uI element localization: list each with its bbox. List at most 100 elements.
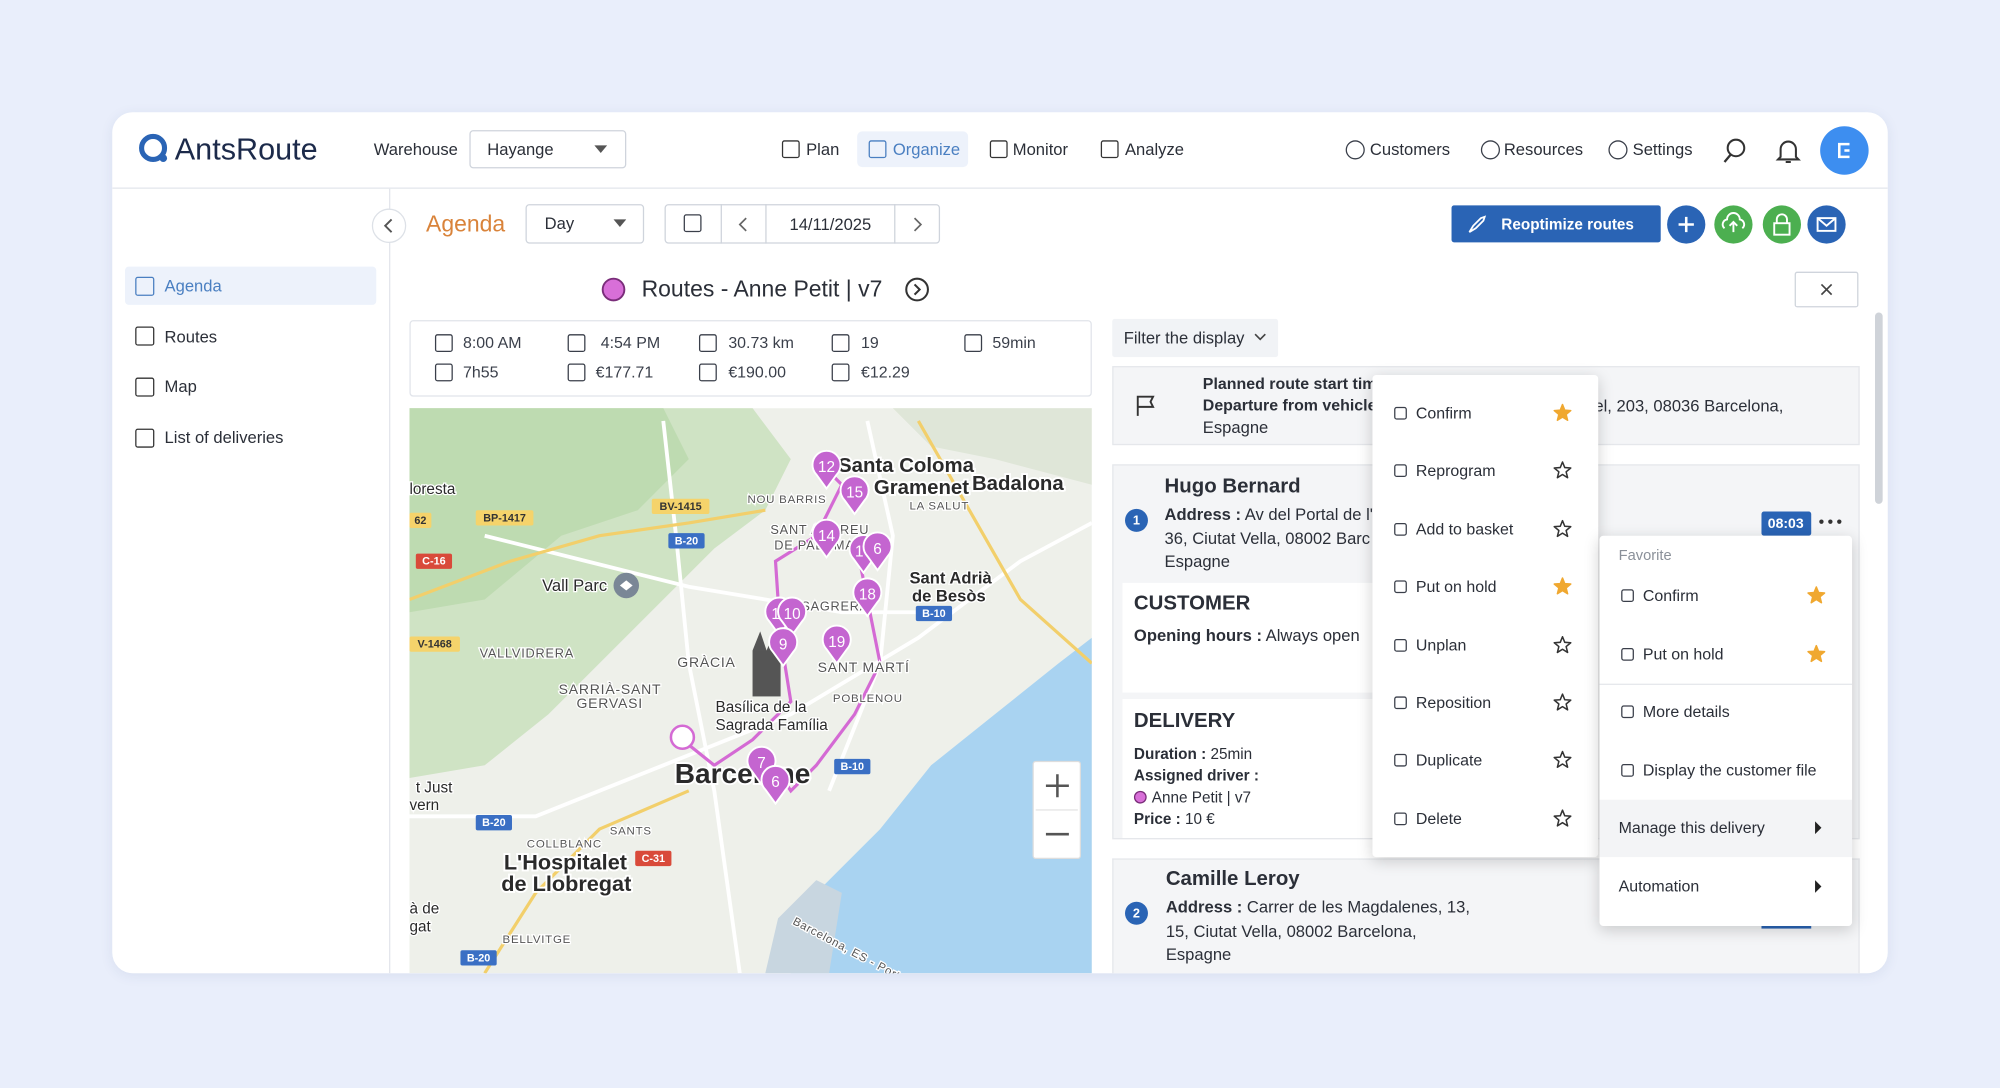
road-label: BV-1415 — [660, 501, 702, 513]
stat-value: 4:54 PM — [601, 334, 660, 352]
star — [1554, 405, 1571, 421]
road-label: C-16 — [422, 556, 445, 568]
menu-item[interactable]: Manage this delivery — [1619, 819, 1765, 837]
stat-value: 7h55 — [463, 364, 498, 382]
action-item[interactable]: Reposition — [1416, 694, 1491, 712]
stat-icon — [568, 334, 586, 352]
prev-icon — [735, 216, 753, 234]
bell-icon[interactable] — [1774, 136, 1802, 164]
tool-item[interactable]: Settings — [1633, 140, 1693, 159]
nav-item[interactable]: Plan — [806, 140, 839, 159]
road-label: C-31 — [642, 853, 665, 865]
marker-label: 6 — [873, 541, 882, 558]
favorite-item[interactable]: Confirm — [1643, 587, 1699, 605]
stat-icon — [964, 334, 982, 352]
marker-label: 19 — [828, 634, 845, 651]
favorite-star[interactable] — [1552, 635, 1572, 655]
more-button[interactable] — [1818, 515, 1844, 528]
sidebar — [112, 189, 390, 973]
action-icon — [1394, 754, 1407, 767]
action-icon — [1394, 581, 1407, 594]
stat-value: €177.71 — [596, 364, 654, 382]
start-departure: Departure from vehicle — [1203, 397, 1377, 415]
map-label: Barcelone — [675, 758, 811, 789]
action-item[interactable]: Add to basket — [1416, 520, 1514, 538]
star — [1554, 578, 1571, 594]
action-item[interactable]: Put on hold — [1416, 578, 1497, 596]
date-value: 14/11/2025 — [789, 215, 871, 234]
start-address: el, 203, 08036 Barcelona, — [1594, 396, 1783, 415]
favorite-star[interactable] — [1552, 808, 1572, 828]
sidebar-item[interactable]: Map — [165, 377, 197, 396]
stop-number-badge: 1 — [1124, 508, 1150, 534]
route-next[interactable] — [903, 276, 931, 304]
address-line: 36, Ciutat Vella, 08002 Barc — [1165, 528, 1371, 547]
favorite-star[interactable] — [1552, 403, 1572, 423]
map-label: BELLVITGE — [503, 934, 572, 946]
menu-item[interactable]: Display the customer file — [1643, 761, 1817, 779]
calendar-icon[interactable] — [684, 214, 702, 232]
nav-item[interactable]: Organize — [893, 140, 960, 159]
action-item[interactable]: Reprogram — [1416, 462, 1496, 480]
marker-label: 6 — [771, 774, 780, 791]
nav-item[interactable]: Monitor — [1013, 140, 1068, 159]
star — [1554, 694, 1571, 710]
favorite-star[interactable] — [1552, 577, 1572, 597]
sidebar-item[interactable]: Routes — [165, 327, 218, 346]
menu-icon — [1621, 589, 1634, 602]
scrollbar — [1875, 312, 1883, 503]
close-icon — [1819, 282, 1834, 297]
map-label: à de — [409, 900, 439, 917]
map[interactable]: Santa Colomade GramenetBadalonalorestaNO… — [409, 408, 1091, 973]
map-label: Santa Coloma — [838, 455, 975, 477]
stat-value: 8:00 AM — [463, 334, 522, 352]
action-item[interactable]: Unplan — [1416, 636, 1467, 654]
menu-item[interactable]: More details — [1643, 703, 1730, 721]
dropdown-arrow — [614, 218, 627, 228]
search-icon[interactable] — [1722, 136, 1750, 164]
map-label: VALLVIDRERA — [480, 646, 574, 661]
map-label: POBLENOU — [833, 693, 903, 705]
sidebar-item[interactable]: Agenda — [165, 276, 222, 295]
sidebar-icon — [135, 327, 154, 346]
marker-label: 14 — [818, 528, 836, 545]
favorite-star[interactable] — [1552, 750, 1572, 770]
road-label: B-10 — [841, 761, 864, 773]
menu-item[interactable]: Automation — [1619, 878, 1700, 896]
tool-item[interactable]: Customers — [1370, 140, 1450, 159]
favorite-item[interactable]: Put on hold — [1643, 645, 1724, 663]
sidebar-item[interactable]: List of deliveries — [165, 428, 284, 447]
address-line: Address : Av del Portal de l' — [1165, 504, 1373, 523]
favorite-star[interactable] — [1806, 643, 1826, 663]
tool-item[interactable]: Resources — [1504, 140, 1583, 159]
rocket-icon — [1467, 214, 1487, 234]
address: Carrer de les Magdalenes, 13, — [1247, 897, 1470, 916]
sidebar-icon — [135, 428, 154, 447]
action-item[interactable]: Confirm — [1416, 404, 1472, 422]
submenu-arrow — [1814, 880, 1824, 893]
tool-icon — [1480, 140, 1499, 159]
view-select[interactable] — [526, 204, 645, 244]
lock-button[interactable] — [1763, 205, 1801, 243]
customer-heading: CUSTOMER — [1134, 593, 1250, 616]
avatar[interactable] — [1819, 125, 1870, 176]
favorite-star[interactable] — [1552, 519, 1572, 539]
nav-icon — [1101, 140, 1119, 158]
delivery-heading: DELIVERY — [1134, 710, 1235, 733]
favorite-star[interactable] — [1552, 461, 1572, 481]
star — [1554, 520, 1571, 536]
collapse-button[interactable] — [370, 207, 408, 245]
favorite-star[interactable] — [1806, 585, 1826, 605]
next-icon[interactable] — [908, 216, 926, 234]
mail-button[interactable] — [1807, 205, 1845, 243]
flag-icon — [1134, 394, 1157, 417]
action-item[interactable]: Delete — [1416, 810, 1462, 828]
nav-item[interactable]: Analyze — [1125, 140, 1184, 159]
menu-heading: Favorite — [1619, 548, 1672, 563]
map-label: gat — [409, 918, 431, 935]
action-item[interactable]: Duplicate — [1416, 752, 1482, 770]
stat-value: 19 — [861, 334, 879, 352]
action-icon — [1394, 639, 1407, 652]
favorite-star[interactable] — [1552, 693, 1572, 713]
